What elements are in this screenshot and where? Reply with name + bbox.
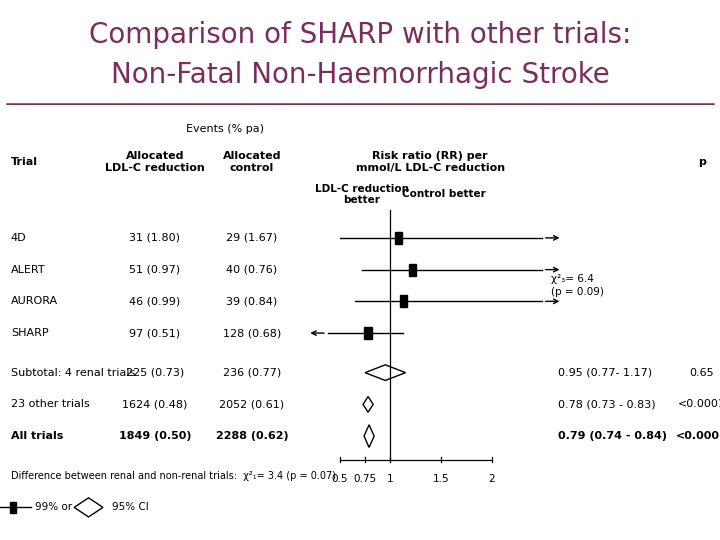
- Text: Comparison of SHARP with other trials:: Comparison of SHARP with other trials:: [89, 21, 631, 49]
- Text: 4D: 4D: [11, 233, 27, 243]
- Text: 2052 (0.61): 2052 (0.61): [220, 400, 284, 409]
- Text: 0.65: 0.65: [690, 368, 714, 377]
- Text: 29 (1.67): 29 (1.67): [226, 233, 278, 243]
- Text: 236 (0.77): 236 (0.77): [223, 368, 281, 377]
- Bar: [364, 327, 372, 339]
- Text: <0.0001: <0.0001: [678, 400, 720, 409]
- Text: p: p: [698, 157, 706, 167]
- Text: Events (% pa): Events (% pa): [186, 124, 264, 134]
- Text: SHARP: SHARP: [564, 492, 628, 510]
- Text: 2: 2: [488, 474, 495, 484]
- Text: Difference between renal and non-renal trials:  χ²₁= 3.4 (p = 0.07): Difference between renal and non-renal t…: [11, 471, 336, 481]
- Text: 51 (0.97): 51 (0.97): [129, 265, 181, 275]
- Text: χ²₃= 6.4
(p = 0.09): χ²₃= 6.4 (p = 0.09): [551, 274, 603, 296]
- Text: Allocated
control: Allocated control: [222, 151, 282, 173]
- Text: Control better: Control better: [402, 190, 486, 199]
- Text: 1.5: 1.5: [433, 474, 449, 484]
- Text: 225 (0.73): 225 (0.73): [126, 368, 184, 377]
- Text: Allocated
LDL-C reduction: Allocated LDL-C reduction: [105, 151, 204, 173]
- Bar: [9, 502, 16, 513]
- Text: ALERT: ALERT: [11, 265, 45, 275]
- Text: 0.95 (0.77- 1.17): 0.95 (0.77- 1.17): [558, 368, 652, 377]
- Text: 0.75: 0.75: [354, 474, 377, 484]
- Text: 99% or: 99% or: [35, 502, 72, 512]
- Text: 95% CI: 95% CI: [112, 502, 148, 512]
- Text: 0.79 (0.74 - 0.84): 0.79 (0.74 - 0.84): [558, 431, 667, 441]
- Text: 0.78 (0.73 - 0.83): 0.78 (0.73 - 0.83): [558, 400, 656, 409]
- Text: 39 (0.84): 39 (0.84): [226, 296, 278, 306]
- Text: All trials: All trials: [11, 431, 63, 441]
- Text: 1624 (0.48): 1624 (0.48): [122, 400, 187, 409]
- Text: SHARP: SHARP: [11, 328, 48, 338]
- Text: 0.5: 0.5: [331, 474, 348, 484]
- Text: Non-Fatal Non-Haemorrhagic Stroke: Non-Fatal Non-Haemorrhagic Stroke: [111, 61, 609, 89]
- Bar: [409, 264, 416, 276]
- Text: 1: 1: [387, 474, 394, 484]
- Text: <0.0001: <0.0001: [676, 431, 720, 441]
- Text: 128 (0.68): 128 (0.68): [223, 328, 281, 338]
- Text: STUDY OF HEART AND
RENAL PROTECTION: STUDY OF HEART AND RENAL PROTECTION: [562, 515, 630, 526]
- Text: 1849 (0.50): 1849 (0.50): [119, 431, 191, 441]
- Text: 23 other trials: 23 other trials: [11, 400, 89, 409]
- Text: Risk ratio (RR) per
mmol/L LDL-C reduction: Risk ratio (RR) per mmol/L LDL-C reducti…: [356, 151, 505, 173]
- Bar: [400, 295, 407, 307]
- Text: 2288 (0.62): 2288 (0.62): [216, 431, 288, 441]
- Text: LDL-C reduction
better: LDL-C reduction better: [315, 184, 409, 205]
- Text: 31 (1.80): 31 (1.80): [130, 233, 180, 243]
- Text: 40 (0.76): 40 (0.76): [226, 265, 278, 275]
- Text: 46 (0.99): 46 (0.99): [129, 296, 181, 306]
- Text: 97 (0.51): 97 (0.51): [129, 328, 181, 338]
- Text: Trial: Trial: [11, 157, 37, 167]
- Text: AURORA: AURORA: [11, 296, 58, 306]
- Bar: [395, 232, 402, 244]
- Text: Subtotal: 4 renal trials: Subtotal: 4 renal trials: [11, 368, 135, 377]
